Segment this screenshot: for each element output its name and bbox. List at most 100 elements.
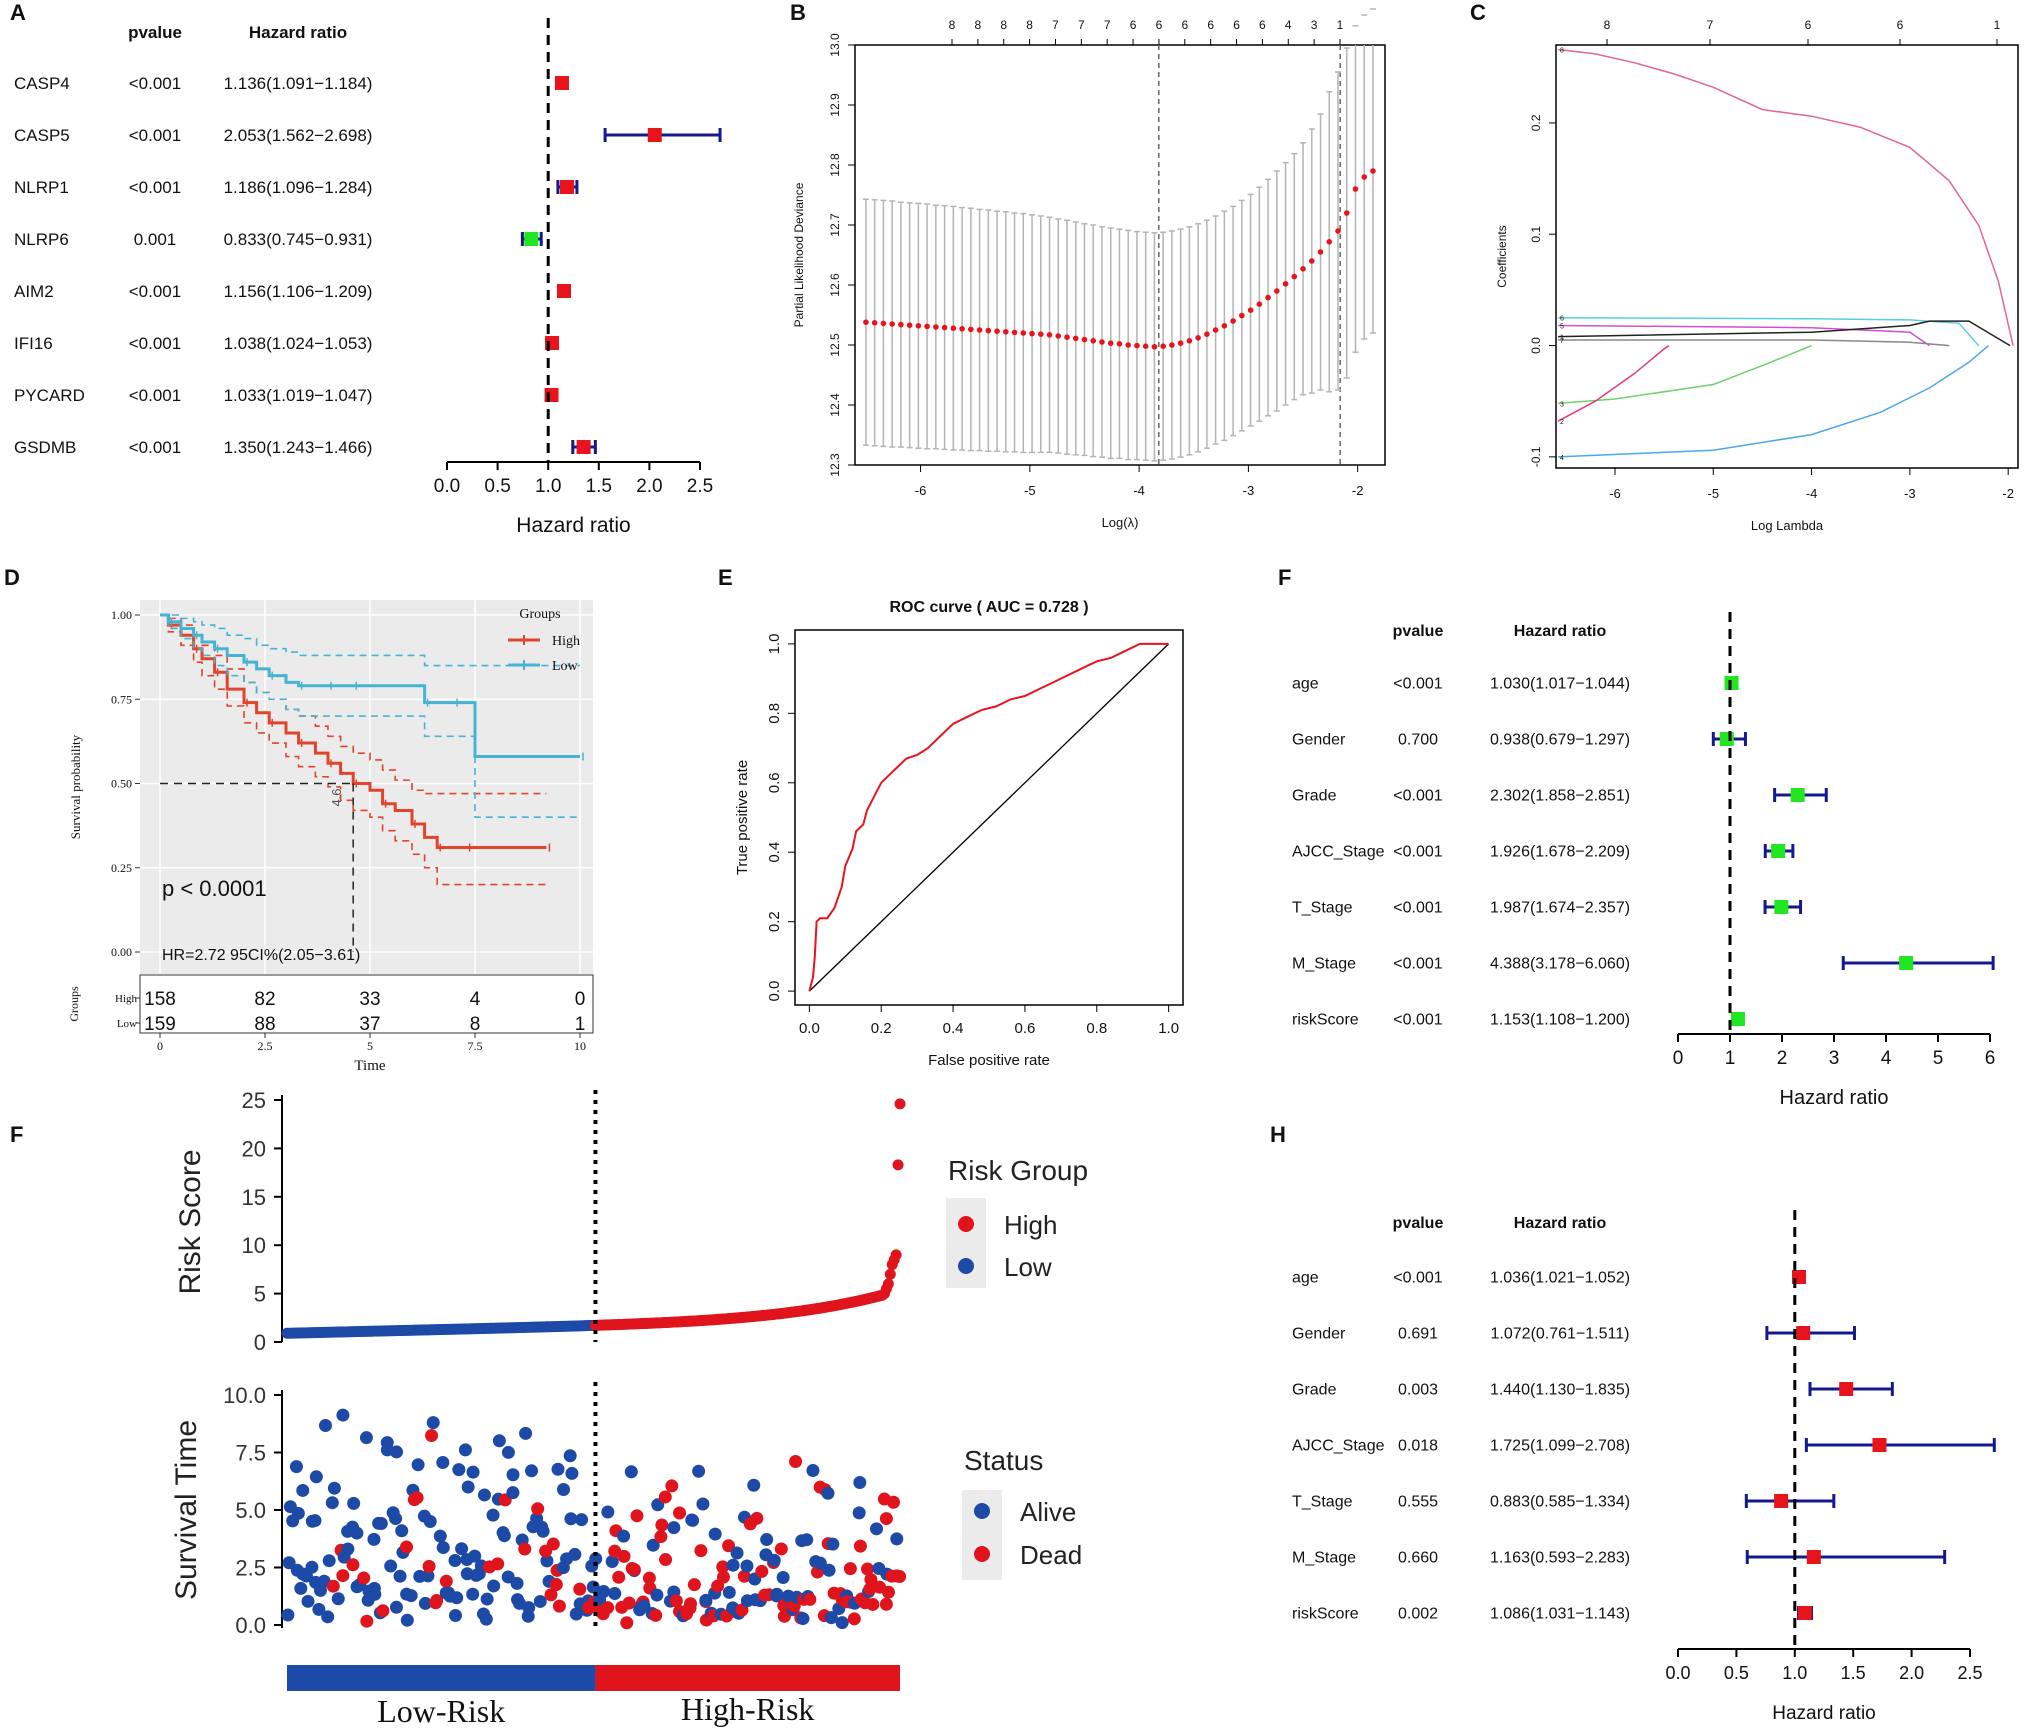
- survival-point: [535, 1520, 549, 1534]
- survival-point: [436, 1541, 450, 1555]
- deviance-point: [1099, 339, 1105, 345]
- survival-point: [389, 1512, 403, 1526]
- survival-point: [573, 1582, 587, 1596]
- deviance-point: [1317, 249, 1324, 255]
- survival-point: [506, 1486, 520, 1500]
- survival-point: [658, 1490, 672, 1504]
- legend-key-bg: [946, 1198, 986, 1288]
- deviance-point: [1204, 331, 1210, 338]
- survival-point: [439, 1574, 453, 1588]
- plot-frame: [1555, 44, 2019, 469]
- survival-point: [294, 1581, 308, 1595]
- survival-point: [519, 1426, 533, 1440]
- survival-point: [549, 1578, 563, 1592]
- deviance-point: [1011, 329, 1018, 336]
- y-tick-label: 5.0: [235, 1498, 266, 1523]
- coef-path: [1557, 316, 1980, 347]
- forest-row-hr-label: 1.072(0.761−1.511): [1491, 1326, 1630, 1343]
- survival-point: [552, 1599, 566, 1613]
- survival-point: [774, 1542, 788, 1556]
- survival-point: [376, 1604, 390, 1618]
- survival-point: [491, 1557, 505, 1571]
- deviance-point: [924, 323, 930, 330]
- survival-point: [326, 1579, 340, 1593]
- survival-point: [336, 1569, 350, 1583]
- survival-point: [433, 1529, 447, 1543]
- top-tick-label: 6: [1181, 18, 1188, 32]
- survival-point: [687, 1578, 701, 1592]
- x-axis-label: Log(λ): [1102, 515, 1139, 530]
- risk-table-count: 158: [144, 989, 176, 1010]
- forest-row-hr-label: 1.036(1.021−1.052): [1490, 1270, 1630, 1287]
- forest-row-hr-label: 1.440(1.130−1.835): [1490, 1382, 1630, 1399]
- survival-point: [466, 1465, 480, 1479]
- forest-x-tick-label: 4: [1881, 1048, 1892, 1069]
- forest-hr-marker: [1839, 1382, 1854, 1396]
- legend-key: [974, 1503, 990, 1519]
- forest-row-pvalue: 0.691: [1398, 1326, 1438, 1343]
- legend-label: High: [1004, 1210, 1057, 1240]
- forest-hr-marker: [647, 128, 662, 142]
- y-tick-label: 13.0: [828, 33, 842, 57]
- survival-point: [487, 1579, 501, 1593]
- km-curve: [160, 613, 580, 759]
- survival-point: [767, 1553, 781, 1567]
- y-tick-label: 0.25: [111, 861, 132, 875]
- survival-point: [803, 1592, 817, 1606]
- survival-point: [531, 1502, 545, 1516]
- survival-point: [637, 1599, 651, 1613]
- top-tick-label: 6: [1207, 18, 1214, 32]
- survival-point: [395, 1524, 409, 1538]
- survival-point: [367, 1532, 381, 1546]
- deviance-point: [1230, 318, 1236, 324]
- x-tick-label: 0.0: [799, 1020, 820, 1037]
- y-tick-label: 0: [254, 1330, 266, 1355]
- survival-point: [822, 1563, 836, 1577]
- x-tick-label: 0.8: [1086, 1020, 1107, 1037]
- coef-path: [1557, 344, 1812, 405]
- forest-row-hr-label: 1.153(1.108−1.200): [1490, 1012, 1630, 1029]
- y-tick-label: 12.5: [828, 333, 842, 357]
- forest-x-tick-label: 1: [1725, 1048, 1736, 1069]
- forest-row-name: age: [1292, 1270, 1319, 1287]
- forest-row-name: Grade: [1292, 1382, 1337, 1399]
- deviance-point: [1072, 335, 1079, 342]
- y-axis-label: Partial Likelihood Deviance: [792, 182, 806, 327]
- forest-row-pvalue: 0.003: [1398, 1382, 1438, 1399]
- forest-row-pvalue: 0.700: [1398, 732, 1438, 749]
- risk-table-count: 159: [144, 1014, 176, 1035]
- forest-header-pvalue: pvalue: [1393, 1215, 1444, 1232]
- forest-row-name: NLRP6: [14, 230, 69, 249]
- y-tick-label: -0.1: [1529, 446, 1543, 467]
- plot-frame: [854, 44, 1386, 466]
- legend-label: Dead: [1020, 1540, 1082, 1570]
- roc-diagonal: [808, 643, 1170, 992]
- forest-x-tick-label: 1.5: [586, 476, 612, 497]
- y-tick-label: 0.6: [766, 772, 783, 793]
- legend-label: High: [552, 634, 580, 649]
- legend-title: Status: [964, 1445, 1043, 1476]
- x-tick-label: -6: [915, 483, 927, 498]
- forest-row-hr-label: 1.163(0.593−2.283): [1490, 1550, 1630, 1567]
- deviance-point: [898, 321, 904, 328]
- survival-point: [853, 1475, 867, 1489]
- y-tick-label: 5: [254, 1282, 266, 1307]
- coef-path-label: 5: [1560, 324, 1564, 331]
- forest-row-hr-label: 1.350(1.243−1.466): [224, 438, 373, 457]
- x-tick-label: 7.5: [468, 1039, 483, 1053]
- survival-point: [423, 1515, 437, 1529]
- survival-point: [864, 1573, 878, 1587]
- forest-x-label: Hazard ratio: [1772, 1703, 1876, 1724]
- forest-hr-marker: [1790, 788, 1805, 802]
- x-axis-label: Time: [354, 1058, 385, 1074]
- deviance-point: [950, 325, 957, 332]
- survival-point: [418, 1596, 432, 1610]
- forest-row-name: IFI16: [14, 334, 53, 353]
- coef-path: [1557, 324, 1930, 347]
- survival-point: [486, 1508, 500, 1522]
- forest-x-tick-label: 2.5: [687, 476, 713, 497]
- survival-point: [755, 1564, 769, 1578]
- forest-row-hr-label: 4.388(3.178−6.060): [1490, 956, 1630, 973]
- survival-point: [336, 1408, 350, 1422]
- survival-point: [411, 1458, 425, 1472]
